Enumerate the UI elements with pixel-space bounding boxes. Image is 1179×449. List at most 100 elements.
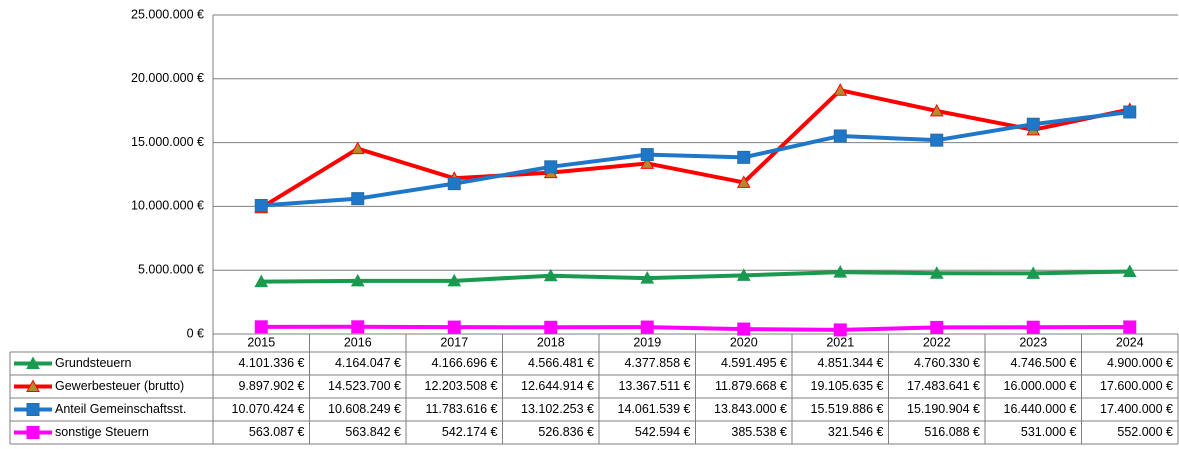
table-cell: 385.538 € xyxy=(731,425,787,439)
table-cell: 4.900.000 € xyxy=(1107,356,1173,370)
x-tick-label: 2022 xyxy=(923,335,951,349)
marker xyxy=(929,266,944,279)
table-cell: 11.879.668 € xyxy=(715,379,787,393)
y-tick-label: 20.000.000 € xyxy=(131,71,204,85)
marker xyxy=(833,83,848,96)
table-cell: 10.070.424 € xyxy=(232,402,305,416)
table-cell: 16.000.000 € xyxy=(1004,379,1077,393)
marker xyxy=(737,322,751,336)
marker xyxy=(1026,320,1040,334)
marker xyxy=(447,177,461,191)
table-cell: 4.760.330 € xyxy=(914,356,980,370)
table-cell: 4.101.336 € xyxy=(238,356,304,370)
table-cell: 4.377.858 € xyxy=(624,356,690,370)
legend-label: Grundsteuern xyxy=(55,356,131,370)
marker xyxy=(929,103,944,117)
marker xyxy=(736,175,751,188)
x-tick-label: 2017 xyxy=(440,335,468,349)
marker xyxy=(254,274,269,288)
marker xyxy=(351,192,365,206)
legend-marker xyxy=(26,426,40,439)
table-cell: 552.000 € xyxy=(1117,425,1173,439)
table-cell: 516.088 € xyxy=(924,425,980,439)
table-cell: 19.105.635 € xyxy=(811,379,884,393)
table-cell: 12.203.508 € xyxy=(425,379,498,393)
table-cell: 13.367.511 € xyxy=(618,379,690,393)
marker xyxy=(833,265,848,278)
table-cell: 12.644.914 € xyxy=(521,379,594,393)
marker xyxy=(640,148,654,162)
marker xyxy=(1122,264,1137,277)
marker xyxy=(1026,266,1041,279)
marker xyxy=(640,271,655,284)
y-tick-label: 25.000.000 € xyxy=(131,7,204,21)
table-cell: 13.843.000 € xyxy=(714,402,787,416)
y-tick-label: 0 € xyxy=(187,326,204,340)
marker xyxy=(640,156,655,169)
x-tick-label: 2015 xyxy=(247,335,275,349)
table-cell: 4.746.500 € xyxy=(1010,356,1076,370)
x-tick-label: 2024 xyxy=(1116,335,1144,349)
marker xyxy=(930,133,944,147)
series-line xyxy=(261,109,1131,208)
series-line xyxy=(260,88,1131,210)
marker xyxy=(1026,117,1040,131)
marker xyxy=(833,129,847,143)
table-cell: 14.061.539 € xyxy=(618,402,691,416)
marker xyxy=(640,320,654,334)
table-cell: 15.519.886 € xyxy=(811,402,884,416)
x-tick-label: 2023 xyxy=(1019,335,1047,349)
table-cell: 563.842 € xyxy=(345,425,401,439)
x-tick-label: 2019 xyxy=(633,335,661,349)
legend-label: Anteil Gemeinschaftsst. xyxy=(55,402,186,416)
marker xyxy=(736,268,751,281)
table-cell: 14.523.700 € xyxy=(328,379,401,393)
marker xyxy=(254,320,268,334)
marker xyxy=(1123,320,1137,334)
table-cell: 17.400.000 € xyxy=(1100,402,1173,416)
x-tick-label: 2016 xyxy=(344,335,372,349)
marker xyxy=(350,273,365,287)
y-tick-label: 15.000.000 € xyxy=(131,135,204,149)
table-cell: 10.608.249 € xyxy=(328,402,401,416)
table-cell: 17.600.000 € xyxy=(1100,379,1173,393)
table-cell: 9.897.902 € xyxy=(238,379,304,393)
table-cell: 563.087 € xyxy=(249,425,305,439)
legend-marker xyxy=(26,403,40,416)
y-tick-label: 10.000.000 € xyxy=(131,199,204,213)
table-cell: 4.164.047 € xyxy=(335,356,401,370)
marker xyxy=(737,150,751,164)
table-cell: 13.102.253 € xyxy=(521,402,594,416)
marker xyxy=(351,320,365,334)
marker xyxy=(930,320,944,334)
table-cell: 16.440.000 € xyxy=(1004,402,1077,416)
marker xyxy=(1123,105,1137,119)
legend-marker xyxy=(26,356,40,369)
x-tick-label: 2018 xyxy=(537,335,565,349)
marker xyxy=(254,199,268,213)
marker xyxy=(447,273,462,287)
table-cell: 542.594 € xyxy=(635,425,691,439)
table-cell: 11.783.616 € xyxy=(425,402,497,416)
series-line xyxy=(261,324,1130,332)
table-cell: 17.483.641 € xyxy=(907,379,980,393)
marker xyxy=(447,320,461,334)
marker xyxy=(543,268,558,282)
table-cell: 542.174 € xyxy=(442,425,498,439)
legend-label: Gewerbesteuer (brutto) xyxy=(55,379,184,393)
table-cell: 4.851.344 € xyxy=(817,356,883,370)
marker xyxy=(833,323,847,337)
table-cell: 526.836 € xyxy=(538,425,594,439)
marker xyxy=(544,160,558,174)
legend-label: sonstige Steuern xyxy=(55,425,149,439)
table-cell: 4.591.495 € xyxy=(721,356,787,370)
x-tick-label: 2021 xyxy=(826,335,854,349)
series-line xyxy=(261,269,1130,284)
y-tick-label: 5.000.000 € xyxy=(138,262,204,276)
table-cell: 4.566.481 € xyxy=(528,356,594,370)
marker xyxy=(350,141,365,155)
table-cell: 15.190.904 € xyxy=(907,402,980,416)
table-cell: 4.166.696 € xyxy=(431,356,497,370)
